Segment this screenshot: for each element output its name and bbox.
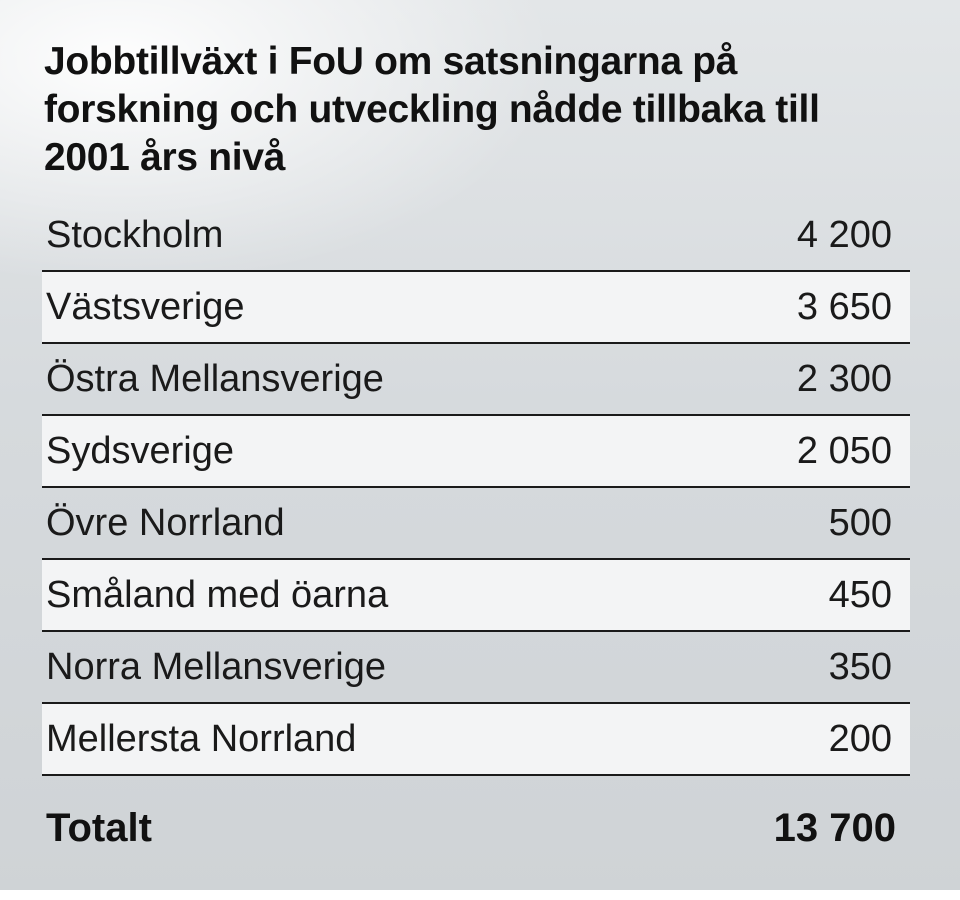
chart-title: Jobbtillväxt i FoU om satsningarna på fo… [44, 40, 820, 179]
table-row: Västsverige 3 650 [42, 272, 910, 344]
table-row: Övre Norrland 500 [42, 488, 910, 560]
data-table: Stockholm 4 200 Västsverige 3 650 Östra Mell… [42, 200, 910, 776]
region-value: 2 300 [796, 357, 892, 400]
total-value: 13 700 [773, 805, 896, 850]
region-label: Småland med öarna [46, 573, 389, 616]
table-row: Norra Mellansverige 350 [42, 632, 910, 704]
region-value: 350 [828, 645, 892, 688]
region-label: Västsverige [46, 285, 245, 328]
region-value: 450 [828, 573, 892, 616]
region-label: Övre Norrland [46, 501, 285, 544]
region-value: 4 200 [796, 213, 892, 256]
region-label: Sydsverige [46, 429, 234, 472]
total-label: Totalt [46, 805, 152, 850]
region-label: Mellersta Norrland [46, 717, 357, 760]
region-value: 3 650 [796, 285, 892, 328]
total-row: Totalt 13 700 [42, 790, 910, 866]
region-value: 500 [828, 501, 892, 544]
table-row: Mellersta Norrland 200 [42, 704, 910, 776]
region-label: Norra Mellansverige [46, 645, 387, 688]
region-value: 200 [828, 717, 892, 760]
region-label: Östra Mellansverige [46, 357, 384, 400]
table-row: Östra Mellansverige 2 300 [42, 344, 910, 416]
region-label: Stockholm [46, 213, 224, 256]
table-row: Sydsverige 2 050 [42, 416, 910, 488]
table-row: Stockholm 4 200 [42, 200, 910, 272]
table-row: Småland med öarna 450 [42, 560, 910, 632]
region-value: 2 050 [796, 429, 892, 472]
